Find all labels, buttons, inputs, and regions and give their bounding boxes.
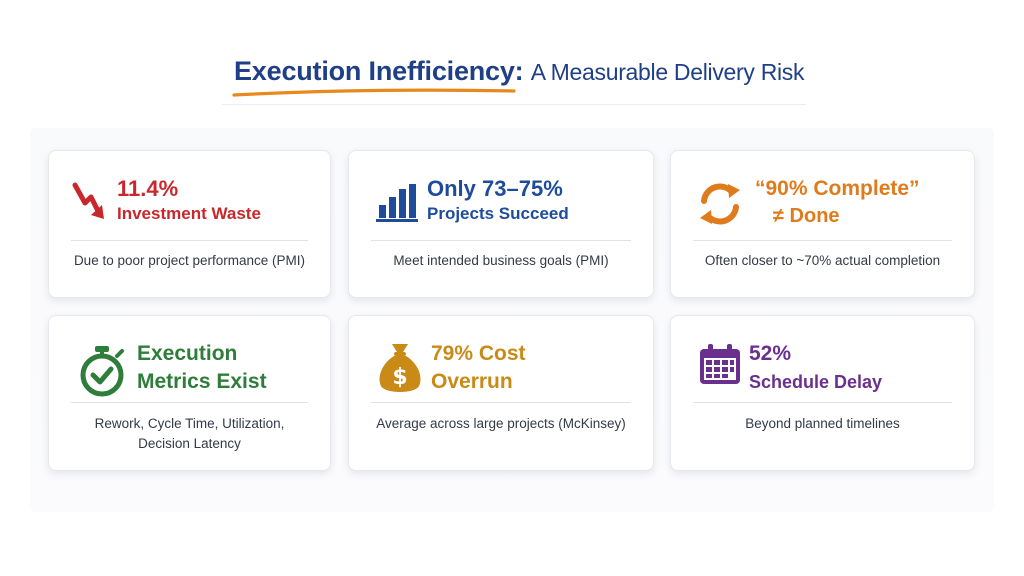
card-divider	[693, 240, 952, 241]
stopwatch-check-icon	[80, 346, 124, 397]
card-divider	[371, 402, 631, 403]
card-description: Average across large projects (McKinsey)	[376, 416, 626, 431]
card-label: Investment Waste	[117, 204, 261, 223]
card-value: Only 73–75%	[427, 176, 563, 201]
bar-chart-icon	[376, 184, 418, 222]
money-bag-icon: $	[379, 344, 421, 392]
title-underline	[232, 88, 516, 97]
card-value: 52%	[749, 342, 792, 365]
card-value: 79% Cost	[431, 342, 526, 365]
card-heading: Only 73–75% Projects Succeed	[427, 175, 569, 225]
page-title-main: Execution Inefficiency:	[234, 56, 524, 86]
card-heading: 79% Cost Overrun	[431, 340, 526, 396]
card-description: Meet intended business goals (PMI)	[393, 253, 609, 268]
card-value: “90% Complete”	[755, 177, 920, 200]
card-cost-overrun: $ 79% Cost Overrun Average across large …	[348, 315, 654, 471]
card-label: Projects Succeed	[427, 204, 569, 223]
card-divider	[693, 402, 952, 403]
card-90-complete: “90% Complete” ≠ Done Often closer to ~7…	[670, 150, 975, 298]
card-divider	[371, 240, 631, 241]
page-title: Execution Inefficiency: A Measurable Del…	[234, 56, 805, 87]
card-heading: “90% Complete” ≠ Done	[755, 175, 920, 229]
card-value: 11.4%	[117, 176, 179, 201]
calendar-icon	[700, 344, 740, 384]
card-divider	[71, 240, 308, 241]
card-description: Rework, Cycle Time, Utilization, Decisio…	[94, 416, 285, 451]
card-label: Metrics Exist	[137, 370, 267, 393]
card-value: Execution	[137, 342, 238, 365]
card-schedule-delay: 52% Schedule Delay Beyond planned timeli…	[670, 315, 975, 471]
card-divider	[71, 402, 308, 403]
page-title-sub: A Measurable Delivery Risk	[530, 59, 805, 85]
card-execution-metrics: Execution Metrics Exist Rework, Cycle Ti…	[48, 315, 331, 471]
down-trend-arrow-icon	[72, 182, 104, 219]
svg-text:$: $	[392, 365, 407, 390]
card-heading: 11.4% Investment Waste	[117, 175, 261, 225]
card-heading: 52% Schedule Delay	[749, 340, 882, 396]
refresh-cycle-icon	[700, 183, 740, 225]
card-description: Often closer to ~70% actual completion	[704, 253, 941, 268]
card-label: Overrun	[431, 370, 513, 393]
card-investment-waste: 11.4% Investment Waste Due to poor proje…	[48, 150, 331, 298]
title-block: Execution Inefficiency: A Measurable Del…	[222, 48, 806, 105]
card-heading: Execution Metrics Exist	[137, 340, 267, 396]
card-label: ≠ Done	[773, 205, 840, 227]
card-projects-succeed: Only 73–75% Projects Succeed Meet intend…	[348, 150, 654, 298]
card-description: Beyond planned timelines	[745, 416, 900, 431]
card-description: Due to poor project performance (PMI)	[73, 253, 306, 268]
card-label: Schedule Delay	[749, 372, 883, 392]
